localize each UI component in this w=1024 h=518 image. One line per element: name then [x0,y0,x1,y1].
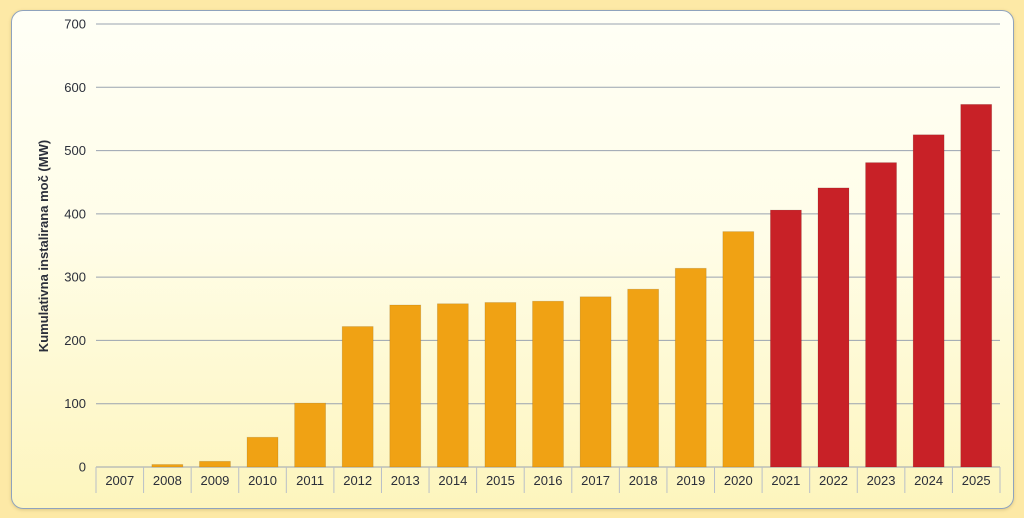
bar-2023 [865,162,897,468]
y-tick-label: 200 [64,333,86,348]
x-tick-label: 2016 [534,473,563,488]
chart-frame: 0 100 200 300 400 500 600 700 2007 2008 2009 2010 2… [11,10,1014,509]
y-axis-label: Kumulativna instalirana moč (MW) [36,140,51,352]
bar-2016 [532,300,564,468]
y-tick-label: 0 [79,460,86,475]
bar-2018 [627,288,660,468]
x-tick-label: 2014 [438,473,467,488]
bar-2024 [912,134,945,468]
x-tick-label: 2013 [391,473,420,488]
x-tick-label: 2010 [248,473,277,488]
bar-2015 [484,302,517,468]
y-tick-label: 500 [64,143,86,158]
bar-2012 [341,326,374,468]
bars [151,103,993,468]
x-tick-label: 2020 [724,473,753,488]
x-tick-label: 2011 [296,473,324,488]
x-tick-label: 2007 [105,473,134,488]
y-axis-ticks: 0 100 200 300 400 500 600 700 [64,17,86,475]
bar-2011 [294,402,327,468]
bar-2014 [436,303,469,468]
y-tick-label: 300 [64,270,86,285]
bar-2010 [246,436,279,468]
bar-2017 [579,296,612,468]
x-tick-label: 2021 [771,473,800,488]
bar-2013 [389,304,422,468]
bar-2025 [960,103,993,468]
bar-2020 [722,231,755,468]
x-tick-label: 2025 [962,473,991,488]
y-tick-label: 100 [64,396,86,411]
bar-2022 [817,187,850,468]
x-tick-label: 2018 [629,473,658,488]
bar-2021 [769,209,802,468]
x-tick-label: 2009 [200,473,229,488]
y-tick-label: 700 [64,17,86,32]
x-tick-label: 2022 [819,473,848,488]
bar-2008 [151,464,184,468]
x-tick-label: 2023 [867,473,896,488]
x-tick-label: 2015 [486,473,515,488]
x-axis-ticks: 2007 2008 2009 2010 2011 2012 2013 2014 2015 2016… [95,467,1001,493]
x-tick-label: 2012 [343,473,372,488]
y-tick-label: 600 [64,80,86,95]
bar-2009 [199,460,231,468]
bar-2019 [674,267,707,468]
x-tick-label: 2024 [914,473,943,488]
y-tick-label: 400 [64,206,86,221]
x-tick-label: 2019 [676,473,705,488]
x-tick-label: 2017 [581,473,610,488]
x-tick-label: 2008 [153,473,182,488]
